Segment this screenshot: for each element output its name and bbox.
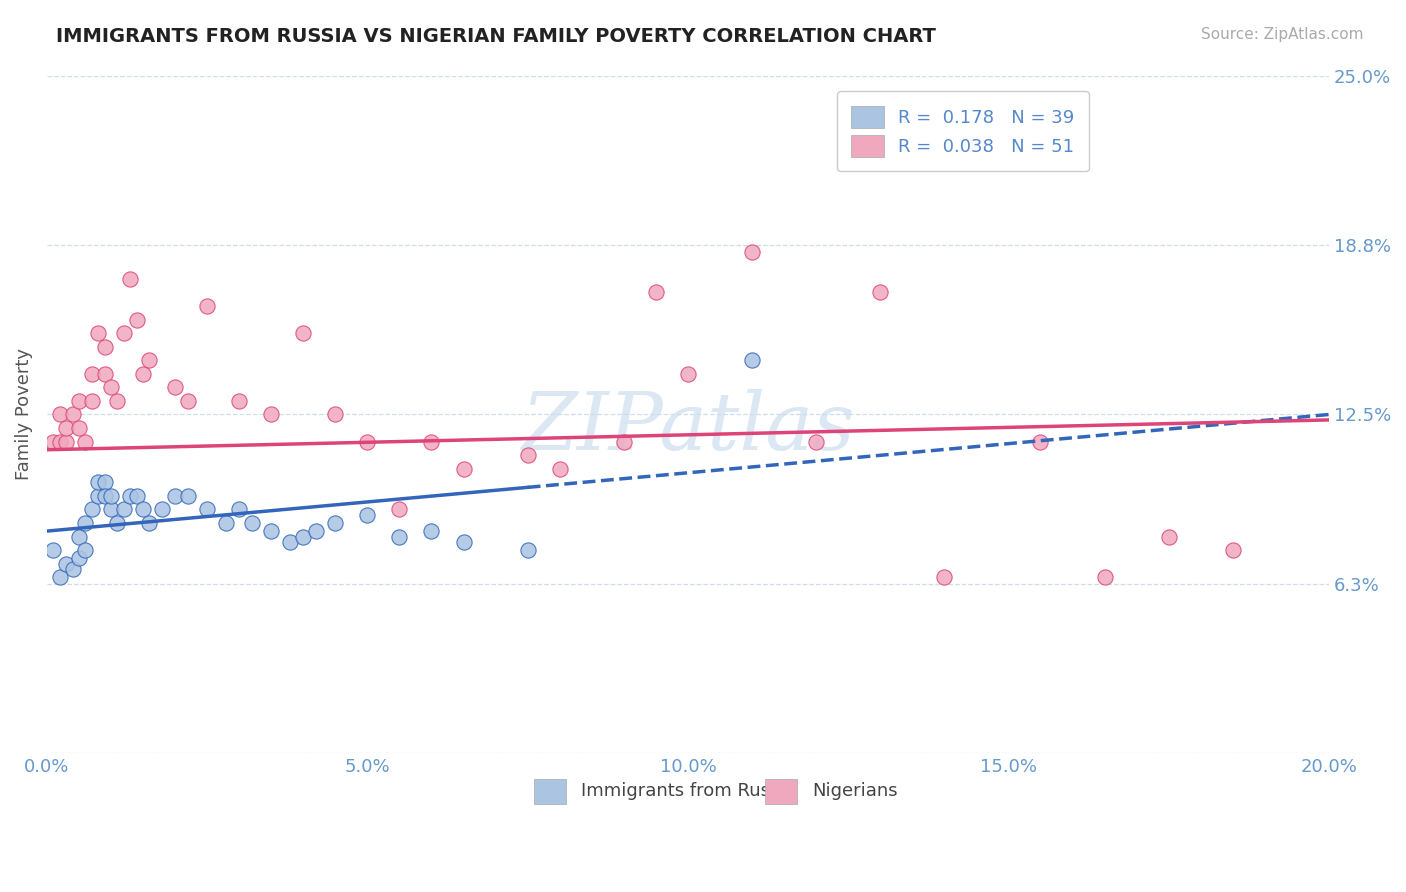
Point <box>516 448 538 462</box>
Point <box>105 393 128 408</box>
Point <box>112 326 135 340</box>
Point <box>1094 570 1116 584</box>
Point <box>93 367 115 381</box>
Point <box>67 421 90 435</box>
Point <box>138 353 160 368</box>
Point <box>228 502 250 516</box>
Point <box>165 380 187 394</box>
Point <box>105 516 128 530</box>
Point <box>67 393 90 408</box>
Point <box>356 434 378 449</box>
Text: ZIPatlas: ZIPatlas <box>522 389 855 467</box>
Point <box>165 489 187 503</box>
Point <box>100 489 122 503</box>
Point <box>132 367 155 381</box>
Point <box>93 489 115 503</box>
Point <box>48 408 70 422</box>
Point <box>260 408 283 422</box>
Point <box>676 367 699 381</box>
Point <box>87 326 110 340</box>
Point <box>292 326 315 340</box>
Point <box>87 489 110 503</box>
Point <box>325 516 347 530</box>
Point <box>548 461 571 475</box>
Point <box>228 393 250 408</box>
Point <box>741 244 763 259</box>
Point <box>132 502 155 516</box>
Point <box>1157 529 1180 543</box>
Point <box>62 408 84 422</box>
Point <box>80 393 103 408</box>
Point <box>292 529 315 543</box>
Point <box>195 299 218 313</box>
Point <box>388 529 411 543</box>
Point <box>613 434 636 449</box>
Point <box>305 524 328 538</box>
Point <box>75 516 97 530</box>
Point <box>80 367 103 381</box>
Point <box>100 502 122 516</box>
Point <box>125 312 148 326</box>
Y-axis label: Family Poverty: Family Poverty <box>15 349 32 481</box>
Text: Nigerians: Nigerians <box>813 782 898 800</box>
Point <box>62 562 84 576</box>
Point <box>75 434 97 449</box>
Point <box>55 434 77 449</box>
Legend: R =  0.178   N = 39, R =  0.038   N = 51: R = 0.178 N = 39, R = 0.038 N = 51 <box>837 91 1090 171</box>
Point <box>120 489 142 503</box>
Point <box>125 489 148 503</box>
Point <box>215 516 238 530</box>
Point <box>1029 434 1052 449</box>
Point <box>100 380 122 394</box>
Point <box>516 543 538 558</box>
Point <box>93 475 115 490</box>
Point <box>934 570 956 584</box>
Point <box>93 340 115 354</box>
Point <box>325 408 347 422</box>
Point <box>644 285 666 300</box>
Point <box>420 434 443 449</box>
Point <box>75 543 97 558</box>
Point <box>87 475 110 490</box>
Point <box>42 434 65 449</box>
FancyBboxPatch shape <box>534 779 567 805</box>
Point <box>55 557 77 571</box>
Text: IMMIGRANTS FROM RUSSIA VS NIGERIAN FAMILY POVERTY CORRELATION CHART: IMMIGRANTS FROM RUSSIA VS NIGERIAN FAMIL… <box>56 27 936 45</box>
Point <box>453 461 475 475</box>
Point <box>453 535 475 549</box>
Point <box>280 535 302 549</box>
Point <box>420 524 443 538</box>
FancyBboxPatch shape <box>765 779 797 805</box>
Point <box>112 502 135 516</box>
Point <box>80 502 103 516</box>
Point <box>356 508 378 522</box>
Point <box>67 551 90 566</box>
Point <box>741 353 763 368</box>
Point <box>55 421 77 435</box>
Point <box>42 543 65 558</box>
Point <box>177 393 200 408</box>
Point <box>804 434 827 449</box>
Text: Immigrants from Russia: Immigrants from Russia <box>582 782 796 800</box>
Point <box>177 489 200 503</box>
Point <box>120 272 142 286</box>
Point <box>48 434 70 449</box>
Text: Source: ZipAtlas.com: Source: ZipAtlas.com <box>1201 27 1364 42</box>
Point <box>150 502 173 516</box>
Point <box>195 502 218 516</box>
Point <box>260 524 283 538</box>
Point <box>388 502 411 516</box>
Point <box>48 570 70 584</box>
Point <box>67 529 90 543</box>
Point <box>1222 543 1244 558</box>
Point <box>240 516 263 530</box>
Point <box>138 516 160 530</box>
Point <box>869 285 891 300</box>
